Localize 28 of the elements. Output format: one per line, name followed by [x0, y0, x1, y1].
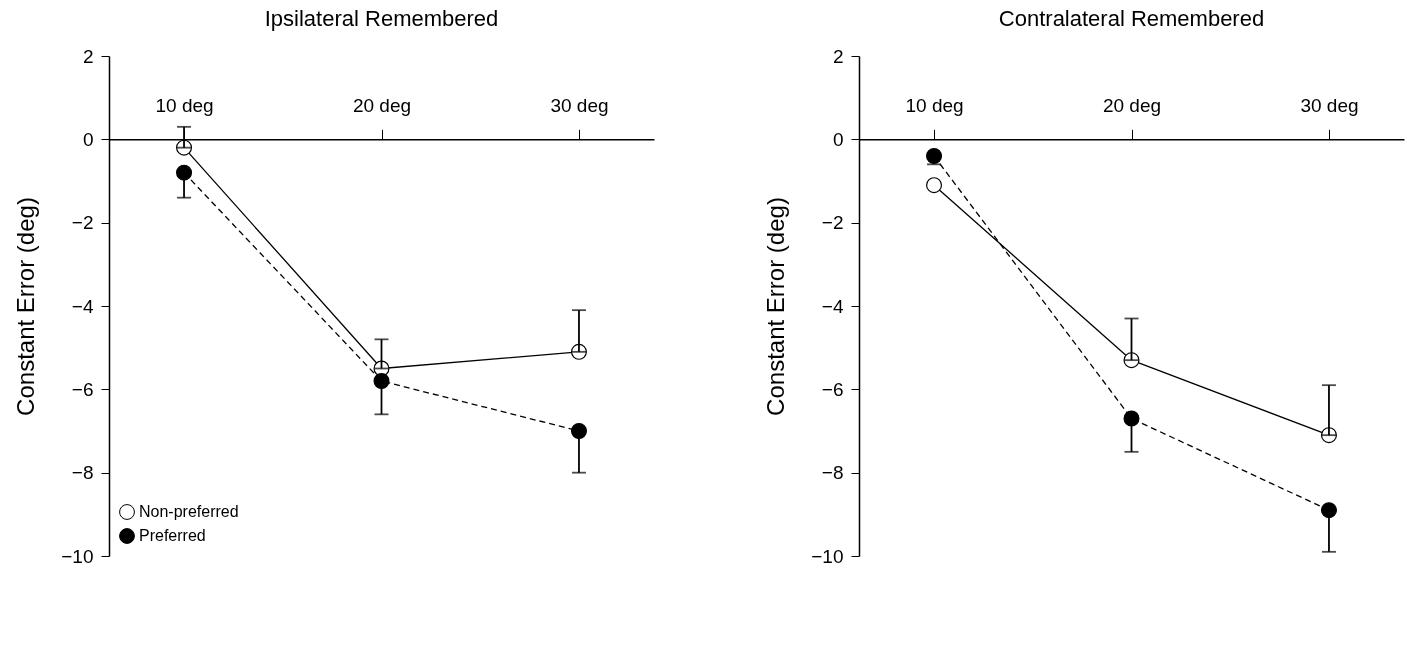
y-tick-label: −2	[71, 212, 94, 234]
y-tick-label: 2	[82, 45, 94, 67]
y-axis-title: Constant Error (deg)	[12, 197, 40, 416]
chart-title: Contralateral Remembered	[998, 6, 1265, 31]
y-tick-label: −6	[821, 378, 844, 400]
y-tick-label: 2	[832, 45, 844, 67]
x-tick-label: 20 deg	[352, 94, 412, 116]
x-tick-label: 20 deg	[1102, 94, 1162, 116]
legend-label: Preferred	[139, 527, 206, 544]
y-tick-label: −8	[821, 462, 844, 484]
x-tick-label: 10 deg	[905, 94, 964, 116]
y-tick-label: −2	[821, 212, 844, 234]
y-tick-label: −4	[71, 295, 94, 317]
y-tick-label: −4	[821, 295, 844, 317]
y-tick-label: −6	[71, 378, 94, 400]
y-tick-label: 0	[82, 128, 94, 150]
legend-label: Non-preferred	[139, 503, 239, 520]
y-axis-title: Constant Error (deg)	[762, 197, 790, 416]
x-tick-label: 30 deg	[1300, 94, 1359, 116]
chart-title: Ipsilateral Remembered	[264, 6, 499, 31]
y-tick-label: 0	[832, 128, 844, 150]
point	[926, 177, 943, 194]
x-tick-label: 30 deg	[550, 94, 609, 116]
y-tick-label: −8	[71, 462, 94, 484]
y-tick-label: −10	[811, 545, 844, 567]
x-tick-label: 10 deg	[155, 94, 214, 116]
point	[1123, 410, 1140, 427]
y-tick-label: −10	[61, 545, 94, 567]
